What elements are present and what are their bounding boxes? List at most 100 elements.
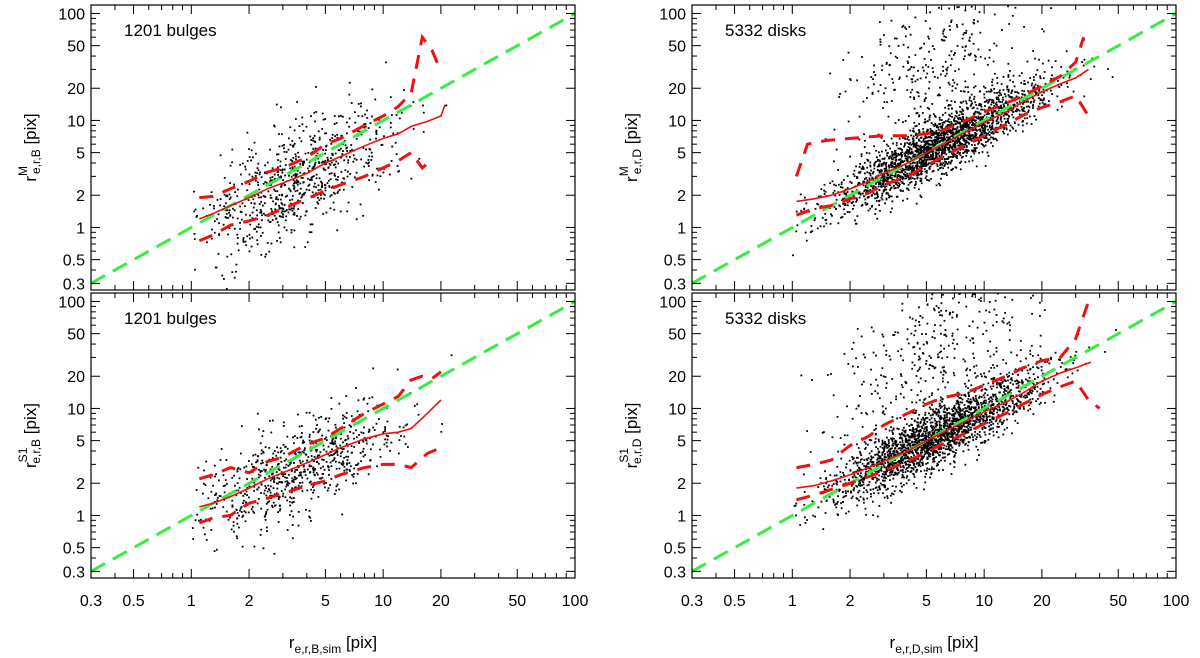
data-point bbox=[918, 148, 921, 151]
data-point bbox=[335, 160, 338, 163]
data-point bbox=[273, 504, 276, 507]
data-point bbox=[346, 459, 349, 461]
x-tick-label: 20 bbox=[432, 593, 450, 610]
data-point bbox=[892, 477, 895, 480]
data-point bbox=[959, 110, 962, 113]
data-point bbox=[386, 445, 388, 448]
data-point bbox=[1012, 74, 1015, 77]
data-point bbox=[894, 156, 897, 159]
data-point bbox=[204, 484, 207, 486]
data-point bbox=[1011, 126, 1014, 129]
data-point bbox=[287, 148, 290, 151]
data-point bbox=[950, 57, 953, 60]
data-point bbox=[907, 135, 910, 138]
data-point bbox=[959, 426, 962, 428]
data-point bbox=[925, 160, 928, 163]
data-point bbox=[258, 188, 261, 191]
data-point bbox=[349, 150, 352, 152]
data-point bbox=[260, 210, 263, 213]
data-point bbox=[301, 432, 303, 434]
data-point bbox=[884, 428, 887, 431]
data-point bbox=[862, 498, 865, 501]
data-point bbox=[999, 418, 1002, 421]
data-point bbox=[870, 169, 873, 172]
data-point bbox=[941, 380, 944, 383]
data-point bbox=[380, 144, 383, 146]
data-point bbox=[942, 32, 944, 35]
data-point bbox=[847, 120, 850, 123]
data-point bbox=[816, 202, 819, 205]
data-point bbox=[361, 439, 364, 442]
data-point bbox=[294, 453, 297, 456]
data-point bbox=[881, 198, 884, 201]
data-point bbox=[329, 138, 331, 141]
data-point bbox=[965, 100, 967, 103]
data-point bbox=[364, 454, 367, 456]
data-point bbox=[970, 412, 972, 414]
data-point bbox=[899, 449, 902, 452]
data-point bbox=[1104, 351, 1106, 353]
data-point bbox=[909, 165, 912, 168]
data-point bbox=[860, 475, 863, 478]
data-point bbox=[878, 151, 880, 154]
data-point bbox=[939, 125, 942, 128]
data-point bbox=[933, 309, 936, 312]
data-point bbox=[908, 439, 911, 442]
data-point bbox=[938, 155, 941, 158]
data-point bbox=[857, 491, 860, 494]
data-point bbox=[960, 111, 963, 113]
data-point bbox=[336, 229, 339, 232]
data-point bbox=[941, 163, 944, 166]
data-point bbox=[907, 139, 910, 141]
data-point bbox=[291, 198, 294, 201]
data-point bbox=[907, 115, 910, 118]
data-point bbox=[922, 151, 925, 153]
data-point bbox=[989, 340, 992, 343]
data-point bbox=[929, 146, 931, 149]
data-point bbox=[999, 383, 1002, 386]
data-point bbox=[322, 192, 325, 195]
data-point bbox=[943, 121, 946, 124]
data-point bbox=[247, 511, 250, 514]
data-point bbox=[312, 431, 315, 433]
y-tick-label: 50 bbox=[67, 39, 85, 56]
data-point bbox=[941, 123, 944, 126]
data-point bbox=[942, 469, 944, 471]
data-point bbox=[918, 123, 921, 125]
data-point bbox=[329, 178, 332, 181]
data-point bbox=[975, 147, 978, 149]
data-point bbox=[885, 197, 888, 200]
data-point bbox=[857, 405, 860, 408]
data-point bbox=[953, 117, 956, 119]
data-point bbox=[340, 433, 343, 435]
data-point bbox=[440, 430, 443, 433]
data-point bbox=[895, 181, 898, 184]
data-point bbox=[297, 413, 299, 416]
data-point bbox=[907, 62, 909, 64]
data-point bbox=[1020, 72, 1023, 75]
data-point bbox=[971, 413, 974, 416]
data-point bbox=[963, 438, 966, 441]
data-point bbox=[1013, 103, 1016, 106]
data-point bbox=[239, 173, 242, 176]
data-point bbox=[303, 160, 305, 163]
data-point bbox=[225, 510, 228, 513]
data-point bbox=[305, 453, 308, 456]
data-point bbox=[991, 118, 994, 121]
data-point bbox=[1066, 70, 1069, 73]
data-point bbox=[838, 194, 841, 196]
data-point bbox=[285, 229, 288, 232]
y-tick-label: 10 bbox=[67, 401, 85, 418]
data-point bbox=[273, 481, 276, 484]
data-point bbox=[1051, 66, 1053, 69]
data-point bbox=[956, 112, 958, 115]
data-point bbox=[293, 205, 296, 208]
data-point bbox=[1056, 108, 1059, 111]
data-point bbox=[937, 168, 940, 171]
data-point bbox=[349, 173, 352, 175]
data-point bbox=[202, 526, 205, 529]
data-point bbox=[1018, 400, 1020, 403]
data-point bbox=[1054, 60, 1057, 62]
data-point bbox=[1048, 100, 1050, 102]
data-point bbox=[301, 450, 304, 453]
